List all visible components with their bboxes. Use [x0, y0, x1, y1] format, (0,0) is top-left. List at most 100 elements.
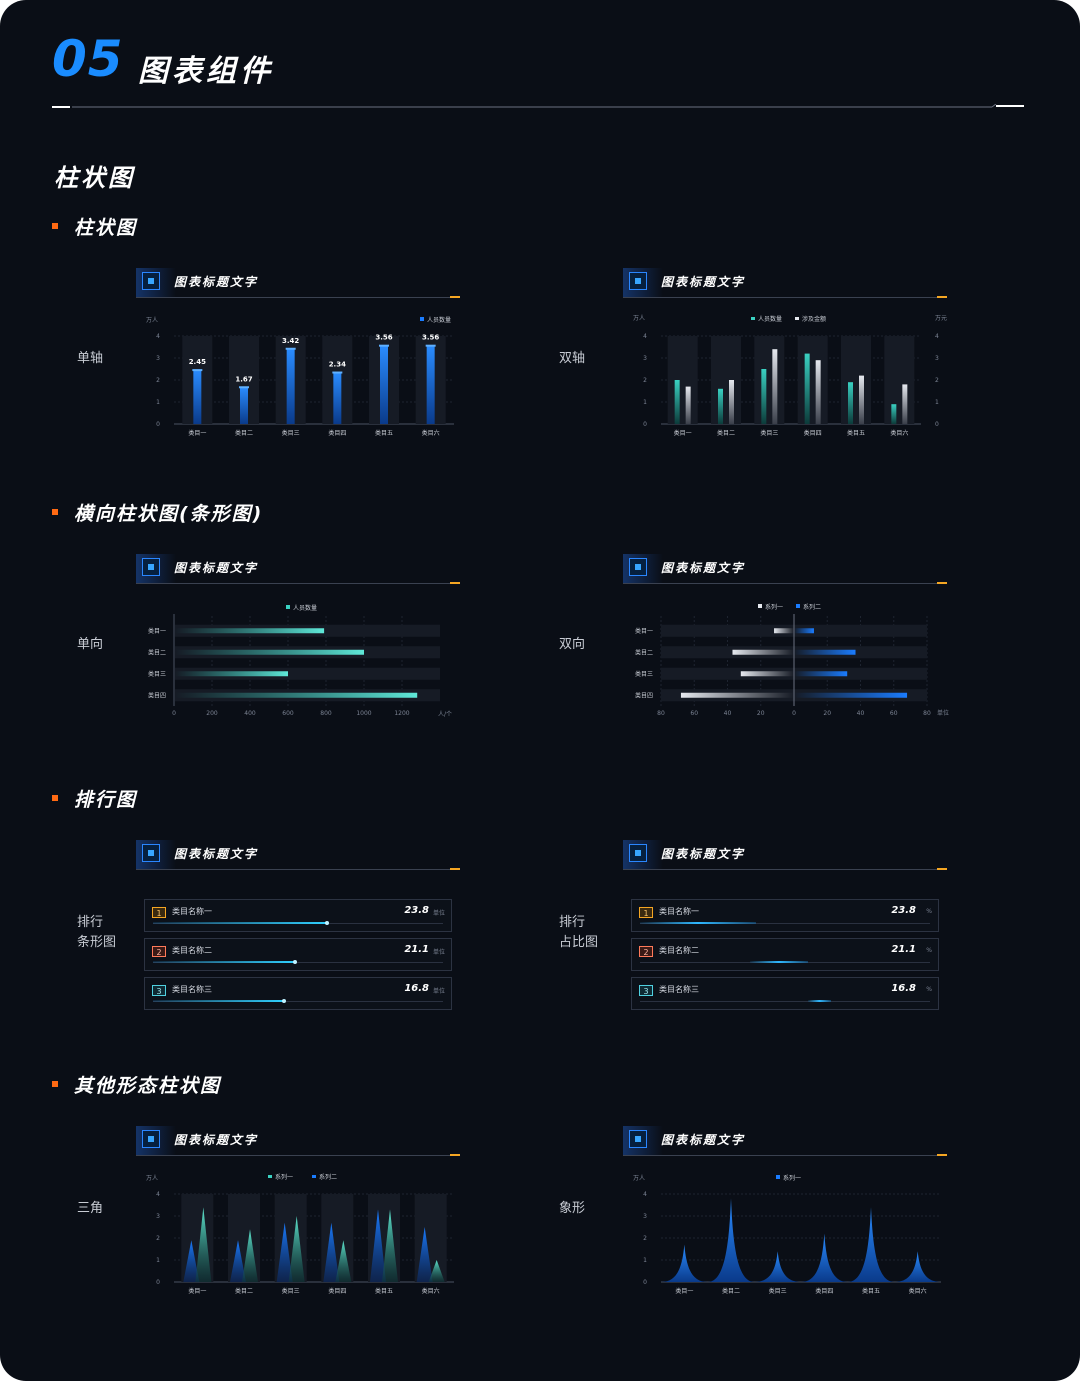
x-tick-label: 类目五: [375, 429, 393, 437]
rank-bar-dot: [325, 921, 329, 925]
legend-label: 人员数量: [427, 316, 451, 324]
chart-panel-pictorial: 图表标题文字 万人 系列一 0 1 2 3 4 类目一 类目二 类目三 类目四 类目五 类目六: [623, 1126, 953, 1316]
chart-single: 万人 人员数量 0 1 2 3 4 2.45 类目一 1.67 类目二 3.42 类目三 2.34 类目四 3…: [146, 316, 454, 437]
page-title: 图表组件: [138, 54, 274, 89]
data-label: 2.45: [189, 358, 206, 366]
x-tick-label: 类目四: [815, 1287, 833, 1295]
chart-title: 图表标题文字: [174, 1133, 259, 1147]
x-tick-label: 类目三: [760, 429, 778, 437]
subsection-label: 横向柱状图(条形图): [74, 503, 264, 525]
bar: [380, 345, 388, 424]
x-tick-label: 类目一: [674, 429, 692, 437]
x-tick-label: 1200: [394, 710, 409, 717]
title-underline: [136, 297, 458, 298]
bar: [286, 348, 295, 424]
x-tick-label: 800: [320, 710, 332, 717]
title-accent: [937, 1154, 947, 1156]
pictorial-bar: [661, 1244, 708, 1282]
rank-name: 类目名称二: [659, 946, 699, 955]
rank-name: 类目名称一: [659, 907, 699, 916]
y-tick-label: 类目一: [635, 627, 653, 635]
bar-background: [797, 336, 828, 424]
rank-bar: [153, 1000, 284, 1002]
subsection-title: 柱状图: [52, 213, 137, 240]
chart-panel-hbar: 图表标题文字 人员数量 0 200 400 600 800 1000 1200 人/个 类目一 类目…: [136, 554, 466, 744]
y-tick-label: 类目四: [148, 691, 166, 699]
bar-series-1: [680, 692, 794, 698]
rank-value: 16.8: [891, 983, 916, 994]
data-label: 2.34: [329, 361, 346, 369]
rank-unit: 单位: [432, 910, 445, 917]
x-tick-label: 40: [724, 710, 732, 717]
x-tick-label: 类目二: [722, 1287, 740, 1295]
chart-dual: 万人 万元 人员数量 涉及金额 0 0 1 1 2 2 3 3 4 4 类目一 类目二 类目三 类目四 类目五 类目六: [633, 315, 947, 437]
rank-unit: %: [926, 908, 932, 915]
y-tick-label: 3: [643, 1213, 647, 1220]
title-accent: [450, 296, 460, 298]
rank-unit: 单位: [432, 988, 445, 995]
rank-number: 1: [152, 907, 166, 918]
x-tick-label: 600: [282, 710, 294, 717]
chart-title: 图表标题文字: [174, 847, 259, 861]
chart-panel-single: 图表标题文字 万人 人员数量 0 1 2 3 4 2.45 类目一 1.67 类目二 3.42 类目三 2…: [136, 268, 466, 458]
data-label: 3.42: [282, 337, 299, 345]
bar: [175, 692, 418, 698]
row-label: 双向: [559, 637, 586, 652]
chart-title-bar: 图表标题文字: [136, 1126, 466, 1156]
y-axis-unit: 万人: [146, 317, 158, 324]
bar-cap: [192, 369, 203, 372]
x-tick-label: 类目二: [717, 429, 735, 437]
triangle-series-2: [382, 1209, 398, 1282]
x-tick-label: 类目六: [890, 429, 908, 437]
legend-label: 涉及金额: [802, 315, 826, 323]
title-underline: [136, 583, 458, 584]
rank-value: 23.8: [404, 905, 429, 916]
rank-track: [640, 923, 930, 924]
x-tick-label: 60: [890, 710, 898, 717]
chart-title-bar: 图表标题文字: [136, 554, 466, 584]
x-tick-label: 20: [823, 710, 831, 717]
row-label-line: 条形图: [77, 935, 117, 950]
bar-series-2: [794, 671, 848, 677]
y-tick-label: 4: [156, 333, 160, 340]
rank-name: 类目名称二: [172, 946, 212, 955]
row-label: 排行 条形图: [77, 913, 116, 953]
rank-value: 23.8: [891, 905, 916, 916]
chart-icon: [142, 272, 160, 290]
chart-icon: [142, 1130, 160, 1148]
rank-item: 3 类目名称三 16.8 单位: [144, 977, 452, 1010]
x-tick-label: 类目三: [282, 429, 300, 437]
bar-cap: [239, 386, 249, 389]
bar-series-1: [732, 649, 794, 655]
title-underline: [623, 583, 945, 584]
legend-label: 系列二: [803, 603, 821, 611]
y-axis-unit: 万人: [633, 1175, 645, 1182]
bar-series-1: [674, 380, 680, 424]
chart-title: 图表标题文字: [661, 1133, 746, 1147]
rank-track: [153, 962, 443, 963]
legend-label: 人员数量: [293, 604, 317, 612]
chart-icon: [629, 1130, 647, 1148]
rank-number: 3: [639, 985, 653, 996]
rank-bar: [750, 961, 809, 963]
bar-cap: [285, 347, 296, 350]
x-tick-label: 80: [923, 710, 931, 717]
triangle-series-2: [288, 1216, 305, 1282]
y-tick-label: 1: [156, 1257, 160, 1264]
y-tick-label: 类目四: [635, 691, 653, 699]
pictorial-bar: [894, 1251, 941, 1282]
x-tick-label: 400: [244, 710, 256, 717]
y-tick-label: 0: [643, 421, 647, 428]
bar-background: [754, 336, 785, 424]
chart-icon: [629, 272, 647, 290]
x-tick-label: 类目二: [235, 429, 253, 437]
x-tick-label: 200: [206, 710, 218, 717]
x-tick-label: 类目五: [862, 1287, 880, 1295]
bar: [193, 370, 202, 424]
y-tick-label: 0: [156, 1279, 160, 1286]
triangle-series-1: [230, 1240, 246, 1282]
y-tick-label: 1: [156, 399, 160, 406]
row-label: 三角: [77, 1201, 104, 1216]
rank-unit: %: [926, 947, 932, 954]
